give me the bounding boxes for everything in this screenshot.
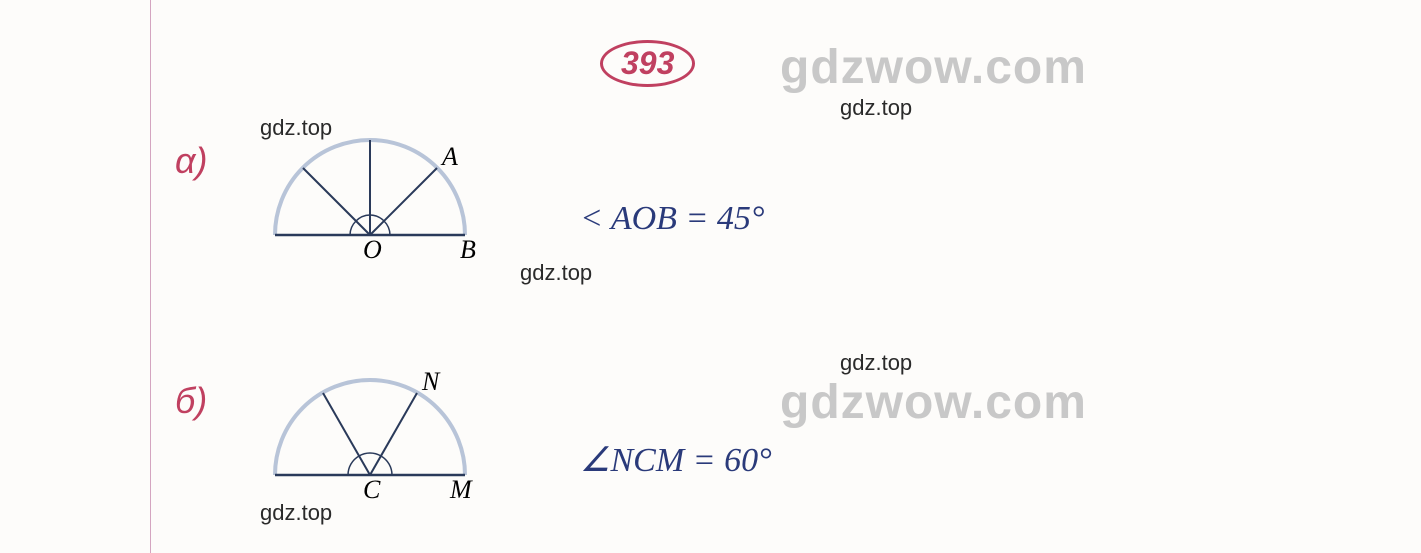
point-B: B bbox=[460, 235, 476, 260]
angle-mark-2 bbox=[370, 215, 384, 221]
angle-value-b: 60° bbox=[724, 442, 772, 479]
margin-line bbox=[150, 0, 151, 553]
angle-mark-b-2 bbox=[359, 453, 381, 456]
angle-mark-1 bbox=[384, 221, 390, 235]
point-O: O bbox=[363, 235, 382, 260]
watermark-small-1: gdz.top bbox=[840, 95, 912, 121]
equals-a: = bbox=[685, 200, 708, 237]
problem-a-label: α) bbox=[175, 140, 208, 182]
ray-b-60 bbox=[370, 393, 417, 475]
diagram-b: N C M bbox=[250, 340, 510, 505]
watermark-small-5: gdz.top bbox=[260, 500, 332, 526]
angle-name-a: AOB bbox=[611, 200, 677, 237]
point-N: N bbox=[421, 367, 441, 396]
equation-a: < AOB = 45° bbox=[580, 200, 765, 238]
angle-mark-4 bbox=[350, 221, 356, 235]
protractor-b: N C M bbox=[250, 340, 510, 500]
angle-mark-b-1 bbox=[381, 456, 392, 475]
point-A: A bbox=[440, 142, 458, 171]
angle-symbol-a: < bbox=[580, 200, 603, 237]
angle-mark-b-3 bbox=[348, 456, 359, 475]
ray-135 bbox=[303, 168, 370, 235]
equation-b: ∠NCM = 60° bbox=[580, 440, 772, 480]
watermark-large-1: gdzwow.com bbox=[780, 40, 1087, 95]
angle-name-b: NCM bbox=[610, 442, 684, 479]
angle-value-a: 45° bbox=[717, 200, 765, 237]
point-C: C bbox=[363, 475, 381, 500]
angle-symbol-b: ∠ bbox=[580, 442, 610, 479]
page-number: 393 bbox=[600, 40, 695, 87]
angle-mark-3 bbox=[356, 215, 370, 221]
watermark-small-3: gdz.top bbox=[520, 260, 592, 286]
ray-45 bbox=[370, 168, 437, 235]
watermark-small-4: gdz.top bbox=[840, 350, 912, 376]
watermark-large-2: gdzwow.com bbox=[780, 375, 1087, 430]
point-M: M bbox=[449, 475, 473, 500]
protractor-a: A O B bbox=[250, 110, 510, 260]
ray-b-120 bbox=[323, 393, 370, 475]
diagram-a: A O B bbox=[250, 110, 510, 265]
equals-b: = bbox=[693, 442, 716, 479]
problem-b-label: б) bbox=[175, 380, 207, 422]
